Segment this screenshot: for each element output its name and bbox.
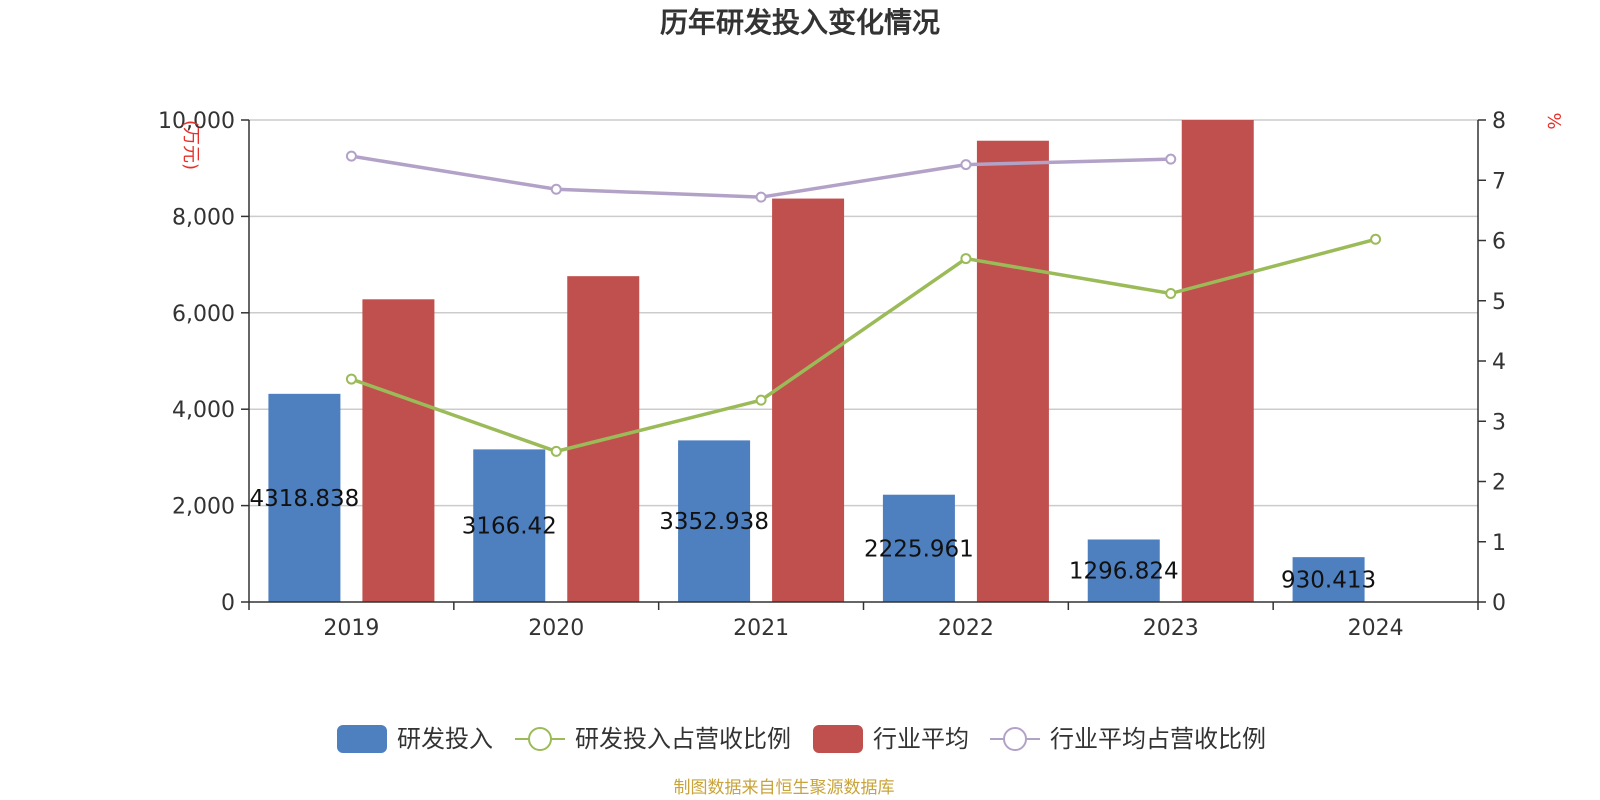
x-axis-tick-label: 2019 [323,616,379,641]
left-axis-tick-label: 6,000 [172,302,235,327]
bar-rd-investment [473,449,546,602]
line-point [550,183,562,195]
bar-industry-average [772,198,845,603]
bar-data-label: 2225.961 [864,536,974,562]
legend-swatch-marker [528,727,552,751]
legend: 研发投入 研发投入占营收比例 行业平均 行业平均占营收比例 [337,725,1266,753]
right-axis-tick-label: 4 [1492,350,1506,375]
legend-label: 研发投入 [397,725,493,753]
right-axis-tick-label: 8 [1492,109,1506,134]
right-axis-tick-label: 1 [1492,531,1506,556]
legend-swatch-marker [1003,727,1027,751]
bar-data-label: 3352.938 [659,509,769,535]
legend-swatch-bar [813,725,863,753]
data-source: 制图数据来自恒生聚源数据库 [674,778,895,798]
x-axis-tick-label: 2024 [1348,616,1404,641]
legend-label: 研发投入占营收比例 [575,725,791,753]
right-axis-tick-label: 0 [1492,591,1506,616]
bar-rd-investment [678,440,751,602]
grid [249,119,1478,507]
bar-data-label: 930.413 [1281,568,1376,594]
legend-label: 行业平均 [873,725,969,753]
x-axis-tick-label: 2021 [733,616,789,641]
left-axis-tick-label: 10,000 [158,109,235,134]
left-axis-tick-label: 8,000 [172,205,235,230]
right-axis-tick-label: 7 [1492,169,1506,194]
right-axis-unit: % [1543,112,1564,129]
bar-rd-investment [1087,539,1160,602]
line-point [550,445,562,457]
line-point [1165,288,1177,300]
bar-rd-investment [882,494,955,602]
line-point [755,191,767,203]
axes: 0 2,000 4,000 6,000 8,000 10,000 0 1 2 3 4 5 6 7 8 2019… [158,109,1506,641]
line-point [1370,233,1382,245]
line-point [1165,153,1177,165]
left-axis-tick-label: 4,000 [172,398,235,423]
left-axis-tick-label: 0 [221,591,235,616]
bar-data-label: 4318.838 [250,486,360,512]
x-axis-tick-label: 2022 [938,616,994,641]
x-axis-tick-label: 2023 [1143,616,1199,641]
bar-data-label: 1296.824 [1069,559,1179,585]
bar-industry-average [1181,120,1254,602]
line-point [960,253,972,265]
line-point [755,394,767,406]
right-axis-tick-label: 2 [1492,471,1506,496]
bar-industry-average [362,299,435,602]
x-axis-tick-label: 2020 [528,616,584,641]
bar-industry-average [976,140,1049,602]
bar-rd-investment [1292,557,1365,602]
bar-rd-investment [268,393,341,602]
legend-swatch-bar [337,725,387,753]
left-axis-unit: (万元) [180,120,201,170]
bars [268,120,1365,603]
line-point [345,150,357,162]
line-point [960,159,972,171]
lines [345,150,1382,457]
bar-data-label: 3166.42 [462,514,557,540]
legend-label: 行业平均占营收比例 [1050,725,1266,753]
line-point [345,373,357,385]
chart-title: 历年研发投入变化情况 [660,6,940,39]
data-labels: 4318.838 3166.42 3352.938 2225.961 1296.824 9… [250,486,1377,594]
right-axis-tick-label: 5 [1492,290,1506,315]
right-axis-tick-label: 6 [1492,230,1506,255]
right-axis-tick-label: 3 [1492,410,1506,435]
left-axis-tick-label: 2,000 [172,495,235,520]
line-1 [350,237,1377,454]
